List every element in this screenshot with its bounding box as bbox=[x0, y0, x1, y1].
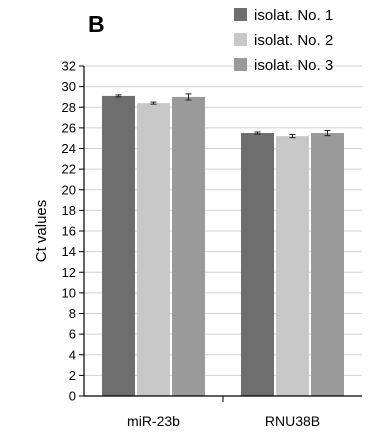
x-category-label: RNU38B bbox=[265, 413, 320, 429]
y-tick-label: 26 bbox=[62, 120, 76, 135]
y-tick-label: 18 bbox=[62, 203, 76, 218]
y-tick-label: 8 bbox=[69, 306, 76, 321]
y-tick-label: 24 bbox=[62, 141, 76, 156]
bar bbox=[172, 96, 205, 396]
y-axis-title: Ct values bbox=[33, 200, 50, 263]
y-tick-label: 16 bbox=[62, 224, 76, 239]
y-tick-label: 2 bbox=[69, 368, 76, 383]
legend: isolat. No. 1 isolat. No. 2 isolat. No. 3 bbox=[234, 7, 333, 74]
bar bbox=[137, 103, 170, 396]
y-tick-label: 4 bbox=[69, 347, 76, 362]
y-tick-label: 6 bbox=[69, 327, 76, 342]
legend-label: isolat. No. 2 bbox=[254, 32, 333, 49]
bar bbox=[311, 133, 344, 396]
y-tick-label: 28 bbox=[62, 100, 76, 115]
y-tick-label: 14 bbox=[62, 244, 76, 259]
y-tick-label: 12 bbox=[62, 265, 76, 280]
x-category-label: miR-23b bbox=[127, 413, 180, 429]
bar bbox=[102, 95, 135, 396]
bar bbox=[276, 136, 309, 396]
axes bbox=[79, 65, 362, 402]
bars bbox=[102, 95, 344, 396]
legend-swatch bbox=[234, 58, 247, 71]
bar bbox=[241, 133, 274, 396]
y-tick-label: 32 bbox=[62, 59, 76, 74]
y-tick-label: 30 bbox=[62, 79, 76, 94]
legend-swatch bbox=[234, 33, 247, 46]
y-tick-label: 20 bbox=[62, 182, 76, 197]
error-bars bbox=[115, 93, 331, 139]
legend-label: isolat. No. 3 bbox=[254, 57, 333, 74]
panel-label: B bbox=[88, 11, 105, 37]
x-category-labels: miR-23b RNU38B bbox=[127, 413, 320, 429]
legend-swatch bbox=[234, 8, 247, 21]
y-tick-label: 0 bbox=[69, 389, 76, 404]
legend-label: isolat. No. 1 bbox=[254, 7, 333, 24]
y-tick-label: 22 bbox=[62, 162, 76, 177]
y-tick-label: 10 bbox=[62, 285, 76, 300]
